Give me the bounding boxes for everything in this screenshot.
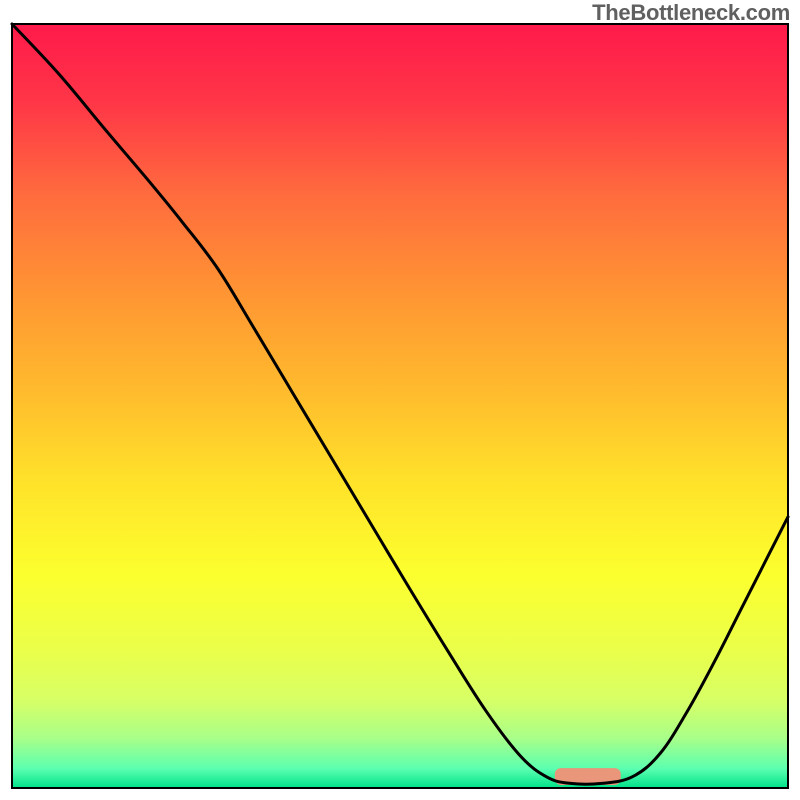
watermark-text: TheBottleneck.com <box>592 0 790 26</box>
plot-background <box>12 24 788 788</box>
chart-svg <box>0 0 800 800</box>
chart-stage: TheBottleneck.com <box>0 0 800 800</box>
